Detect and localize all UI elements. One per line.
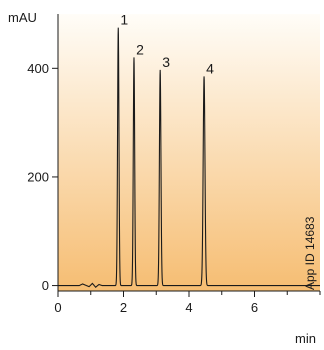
peak-label: 2 [136, 41, 144, 57]
y-ticks: 0 200 400 [27, 61, 58, 293]
y-tick-label: 400 [27, 61, 49, 76]
x-tick-label: 2 [120, 300, 127, 315]
app-id-annotation: App ID 14683 [303, 216, 317, 290]
y-tick-label: 200 [27, 169, 49, 184]
peak-label: 1 [120, 12, 128, 28]
x-ticks: 0 2 4 6 [54, 291, 321, 315]
y-tick-label: 0 [42, 278, 49, 293]
y-axis-label: mAU [8, 10, 37, 25]
chromatogram-trace [58, 27, 320, 288]
x-tick-label: 4 [185, 300, 192, 315]
x-tick-label: 6 [251, 300, 258, 315]
peak-labels: 12 3 4 [120, 12, 214, 77]
plot-background [58, 14, 320, 291]
x-tick-label: 0 [54, 300, 61, 315]
peak-label: 4 [206, 60, 214, 76]
peak-label: 3 [162, 54, 170, 70]
x-axis-label: min [295, 331, 316, 346]
